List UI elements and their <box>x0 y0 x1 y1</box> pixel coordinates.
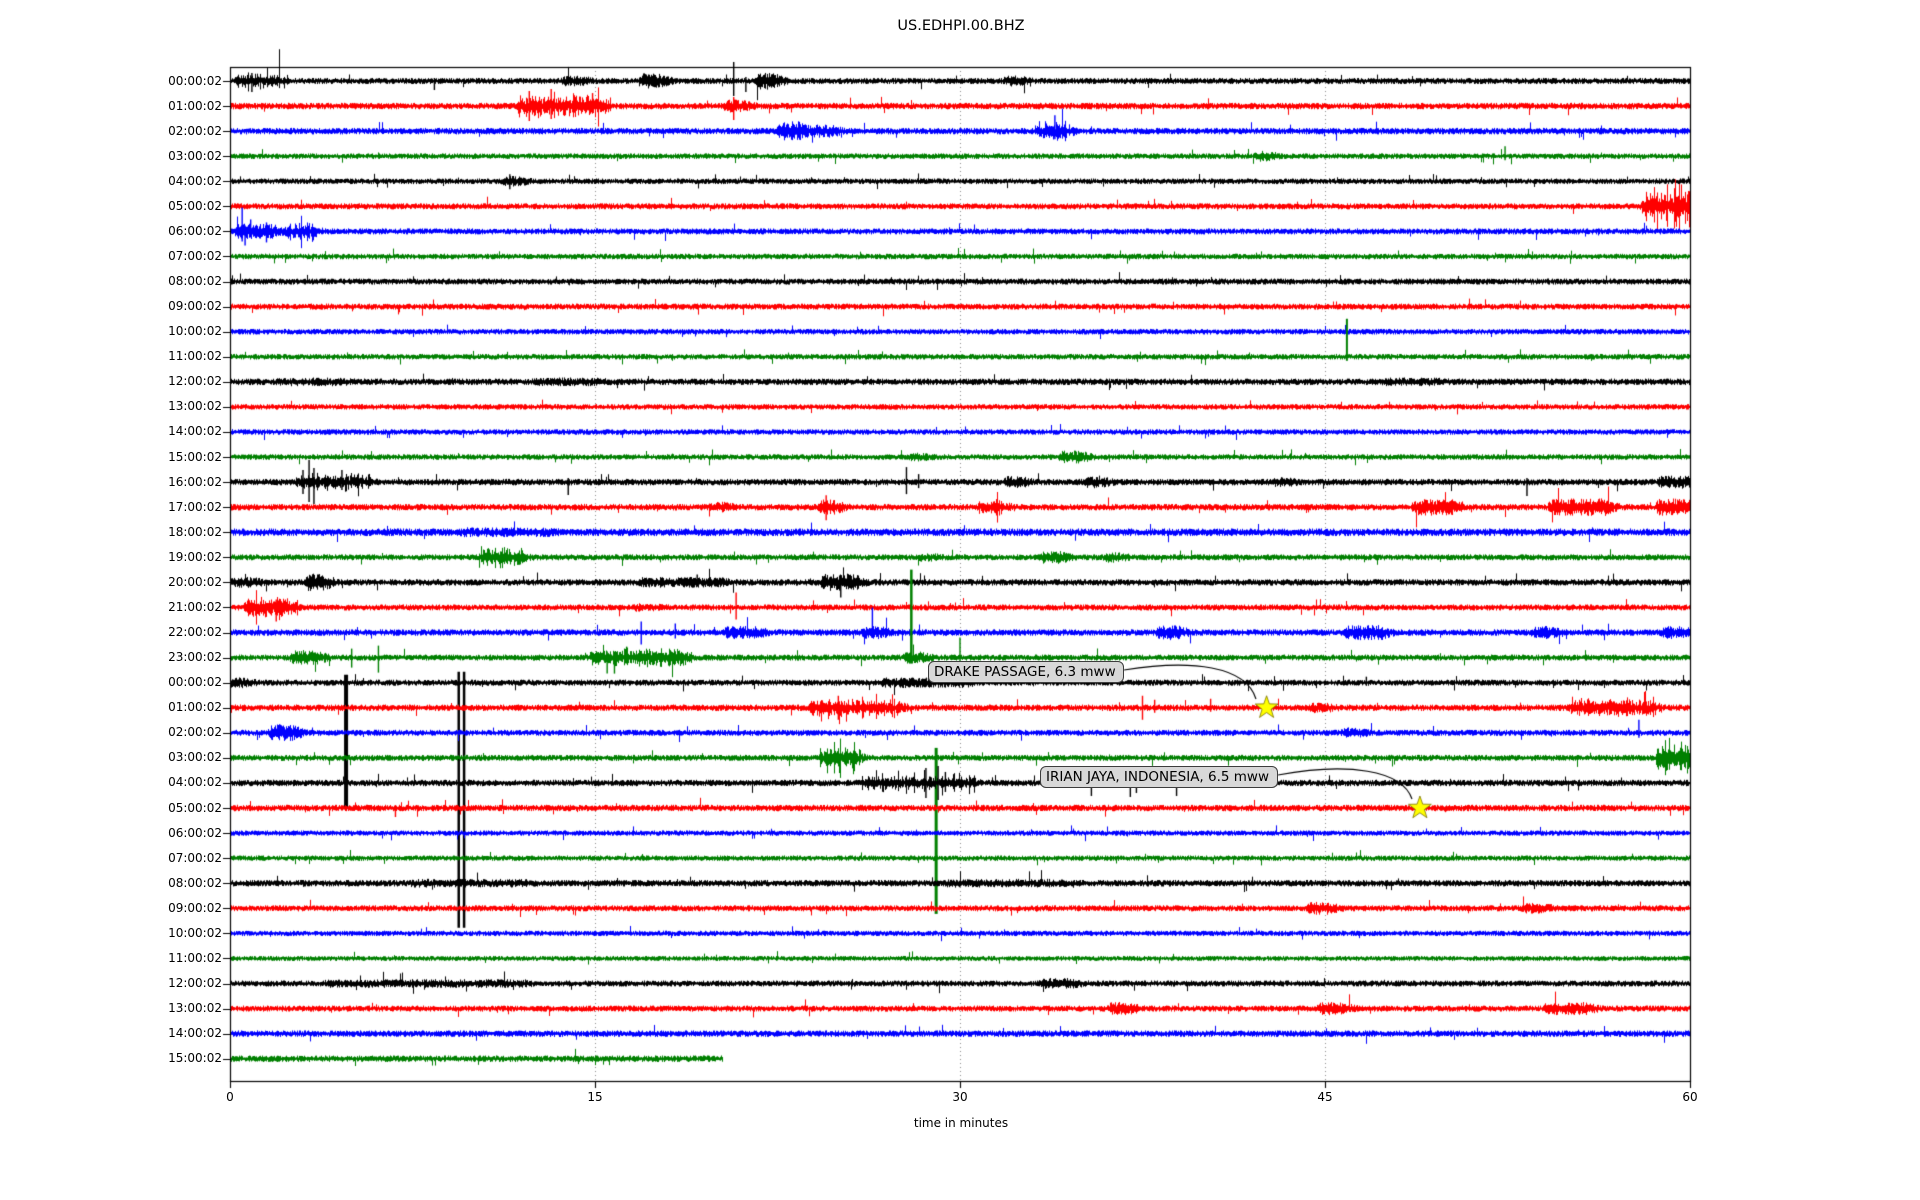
helicorder-figure: US.EDHPI.00.BHZ 00:00:02 01:00:02 02:00:02… <box>0 0 1920 1200</box>
helicorder-canvas <box>0 0 1920 1200</box>
